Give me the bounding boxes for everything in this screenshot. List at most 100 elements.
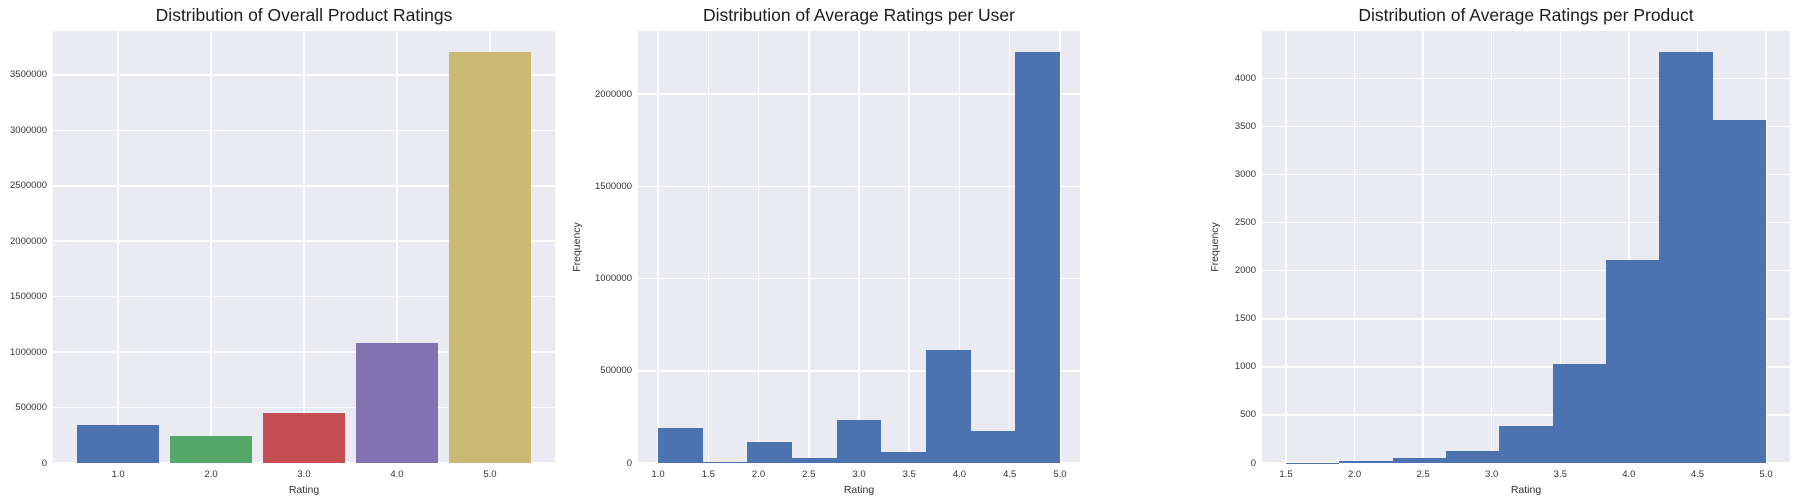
x-tick-label: 3.0: [852, 469, 866, 480]
bar: [77, 424, 159, 463]
gridline-vertical: [303, 31, 305, 463]
chart-title: Distribution of Overall Product Ratings: [155, 5, 453, 25]
x-tick-label: 4.0: [1622, 469, 1636, 480]
y-tick-label: 2000000: [10, 235, 47, 247]
x-tick-label: 4.5: [1690, 469, 1705, 480]
y-tick-label: 1500000: [10, 291, 47, 303]
y-tick-label: 2500: [1234, 217, 1256, 229]
gridline-horizontal: [1262, 173, 1790, 176]
histogram-bar: [1712, 119, 1766, 463]
gridline-vertical: [1008, 31, 1011, 463]
gridline-vertical: [1628, 31, 1630, 463]
gridline-horizontal: [1262, 221, 1790, 224]
y-tick-label: 1000: [1234, 361, 1256, 373]
chart-average-ratings-per-product: Distribution of Average Ratings per Prod…: [1200, 0, 1800, 504]
x-tick-label: 3.0: [1485, 469, 1499, 480]
gridline-vertical: [1490, 31, 1493, 463]
x-tick-label: 3.0: [297, 469, 311, 480]
y-tick-label: 2000: [1234, 265, 1256, 277]
y-tick-label: 500: [1240, 409, 1256, 421]
gridline-vertical: [657, 31, 659, 463]
bar: [449, 51, 531, 463]
gridline-horizontal: [1262, 366, 1790, 368]
plot-area: [1262, 31, 1790, 464]
x-tick-label: 5.0: [483, 469, 497, 480]
y-tick-label: 1500: [1234, 313, 1256, 325]
gridline-vertical: [1059, 31, 1061, 463]
y-tick-label: 3000: [1234, 169, 1256, 181]
gridline-vertical: [210, 31, 212, 463]
bar: [263, 412, 345, 463]
gridline-vertical: [1353, 31, 1356, 463]
gridline-vertical: [396, 31, 398, 463]
x-tick-label: 2.5: [802, 469, 816, 480]
y-tick-label: 500000: [15, 402, 47, 414]
gridline-horizontal: [1262, 125, 1790, 128]
histogram-bar: [1659, 51, 1713, 463]
x-tick-label: 3.5: [902, 469, 916, 480]
gridline-vertical: [1559, 31, 1562, 463]
chart-overall-product-ratings: Distribution of Overall Product Ratings …: [0, 0, 600, 504]
gridline-horizontal: [1262, 318, 1790, 320]
gridline-vertical: [808, 31, 810, 463]
histogram-bar: [970, 430, 1016, 463]
y-tick-label: 4000: [1234, 72, 1256, 84]
plot-area: [53, 31, 555, 464]
x-tick-label: 3.5: [1553, 469, 1567, 480]
x-tick-label: 4.0: [952, 469, 967, 480]
histogram-bar: [881, 451, 926, 463]
x-tick-label: 5.0: [1053, 469, 1067, 480]
histogram-bar: [702, 462, 748, 463]
gridline-vertical: [958, 31, 961, 463]
x-axis-label: Rating: [1510, 484, 1542, 496]
x-axis-label: Rating: [843, 484, 875, 496]
plot-area: [638, 31, 1080, 464]
y-tick-label: 0: [41, 457, 47, 469]
x-tick-label: 5.0: [1759, 469, 1773, 480]
x-tick-label: 4.5: [1003, 469, 1017, 480]
y-tick-label: 3500: [1234, 121, 1256, 133]
x-tick-label: 1.0: [651, 469, 665, 480]
x-tick-label: 1.5: [1279, 469, 1293, 480]
histogram-bar: [1446, 450, 1500, 463]
histogram-bar: [658, 427, 703, 463]
gridline-vertical: [1422, 31, 1424, 463]
histogram-bar: [792, 458, 837, 463]
y-axis-label: Frequency: [571, 222, 583, 272]
gridline-vertical: [858, 31, 860, 463]
y-tick-label: 500000: [600, 365, 632, 377]
bar: [356, 343, 438, 463]
y-tick-label: 1500000: [595, 180, 632, 192]
gridline-vertical: [117, 31, 119, 463]
gridline-vertical: [1765, 31, 1767, 463]
x-tick-label: 2.0: [1347, 469, 1362, 480]
histogram-bar: [1339, 461, 1393, 463]
histogram-bar: [1552, 363, 1606, 463]
histogram-bar: [1605, 260, 1660, 463]
y-tick-label: 3000000: [10, 124, 47, 136]
x-tick-label: 2.5: [1416, 469, 1430, 480]
gridline-horizontal: [1262, 77, 1790, 80]
y-tick-label: 2000000: [595, 88, 632, 100]
y-tick-label: 0: [1250, 457, 1256, 469]
gridline-horizontal: [53, 462, 555, 464]
y-tick-label: 2500000: [10, 180, 47, 192]
histogram-bar: [1015, 51, 1060, 463]
gridline-vertical: [707, 31, 710, 463]
chart-title: Distribution of Average Ratings per User: [703, 5, 1015, 25]
x-tick-label: 1.5: [701, 469, 715, 480]
histogram-bar: [925, 350, 971, 463]
y-tick-label: 1000000: [10, 346, 47, 358]
histogram-bar: [747, 441, 793, 463]
x-tick-label: 2.0: [204, 469, 218, 480]
histogram-bar: [1392, 457, 1446, 463]
bar: [170, 436, 252, 463]
histogram-bar: [1499, 425, 1553, 463]
gridline-vertical: [1285, 31, 1287, 463]
histogram-bar: [836, 419, 882, 463]
y-tick-label: 3500000: [10, 69, 47, 81]
y-tick-label: 0: [626, 457, 632, 469]
gridline-horizontal: [1262, 269, 1790, 272]
chart-title: Distribution of Average Ratings per Prod…: [1358, 5, 1694, 25]
